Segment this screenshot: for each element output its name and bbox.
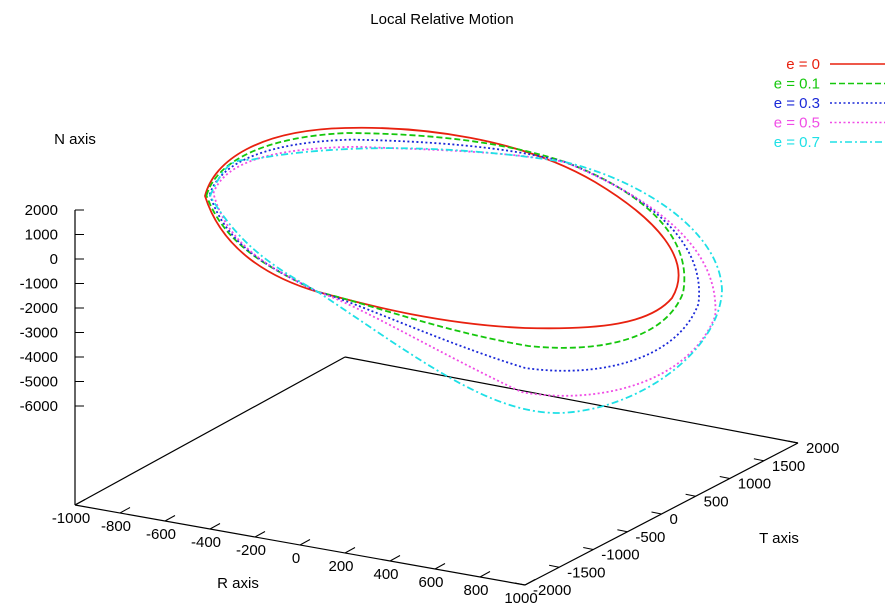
series-curves <box>204 126 723 414</box>
legend-label: e = 0.5 <box>774 115 820 132</box>
x-tick <box>74 499 86 506</box>
z-tick-label: -4000 <box>20 349 58 366</box>
x-tick-label: 400 <box>373 566 398 583</box>
x-tick <box>119 507 131 514</box>
legend-label: e = 0.1 <box>774 76 820 93</box>
z-tick-label: -6000 <box>20 398 58 415</box>
y-tick <box>753 458 764 462</box>
series-line-2 <box>208 138 700 372</box>
y-tick-label: -500 <box>635 529 665 546</box>
x-tick <box>479 571 491 578</box>
y-tick-label: -2000 <box>533 582 571 599</box>
y-tick-label: 1000 <box>738 476 771 493</box>
x-tick-label: 200 <box>328 558 353 575</box>
y-axis-label: T axis <box>759 530 799 547</box>
tick-marks <box>74 209 799 586</box>
y-tick-label: 2000 <box>806 440 839 457</box>
x-tick <box>434 563 446 570</box>
z-tick-label: 2000 <box>25 202 58 219</box>
y-tick-label: 0 <box>670 511 678 528</box>
legend-label: e = 0.3 <box>774 95 820 112</box>
x-tick-label: -200 <box>236 542 266 559</box>
y-tick <box>651 511 662 515</box>
series-line-1 <box>205 132 686 349</box>
x-tick-label: 800 <box>463 582 488 599</box>
y-tick-label: -1000 <box>601 547 639 564</box>
z-tick-label: -5000 <box>20 374 58 391</box>
x-tick <box>209 523 221 530</box>
legend: e = 0 e = 0.1 e = 0.3 e = 0.5 e = 0.7 <box>774 56 885 151</box>
x-tick <box>254 531 266 538</box>
x-tick-label: -600 <box>146 526 176 543</box>
legend-label: e = 0 <box>786 56 820 73</box>
back-edge-right <box>344 356 799 444</box>
y-tick-label: -1500 <box>567 564 605 581</box>
z-tick-label: -3000 <box>20 325 58 342</box>
x-axis-label: R axis <box>217 575 259 592</box>
x-tick <box>164 515 176 522</box>
y-tick <box>719 476 730 479</box>
series-line-4 <box>208 147 723 414</box>
x-tick <box>389 555 401 562</box>
y-tick <box>685 493 696 497</box>
x-tick <box>299 539 311 546</box>
y-tick <box>549 564 560 568</box>
z-tick-label: 0 <box>50 251 58 268</box>
x-tick-label: 600 <box>418 574 443 591</box>
y-tick <box>514 582 526 586</box>
series-line-0 <box>204 126 680 330</box>
z-tick-label: 1000 <box>25 227 58 244</box>
y-tick-label: 1500 <box>772 458 805 475</box>
tick-labels: -1000 -800 -600 -400 -200 0 200 400 600 800 1000-2… <box>20 202 840 607</box>
axis-frame <box>74 210 799 586</box>
legend-label: e = 0.7 <box>774 134 820 151</box>
y-tick <box>583 547 594 550</box>
z-tick-label: -2000 <box>20 300 58 317</box>
x-tick <box>344 547 356 554</box>
z-axis-label: N axis <box>54 131 96 148</box>
series-line-3 <box>212 145 717 397</box>
x-tick-label: 0 <box>292 550 300 567</box>
x-tick <box>524 579 536 586</box>
x-tick-label: -800 <box>101 518 131 535</box>
x-tick-label: 1000 <box>504 590 537 607</box>
z-tick-label: -1000 <box>20 276 58 293</box>
x-tick-label: -1000 <box>52 510 90 527</box>
y-tick-label: 500 <box>704 493 729 510</box>
x-tick-label: -400 <box>191 534 221 551</box>
y-tick <box>787 440 799 444</box>
back-edge-left <box>74 356 346 506</box>
y-tick <box>617 529 628 533</box>
chart-title: Local Relative Motion <box>370 11 513 28</box>
